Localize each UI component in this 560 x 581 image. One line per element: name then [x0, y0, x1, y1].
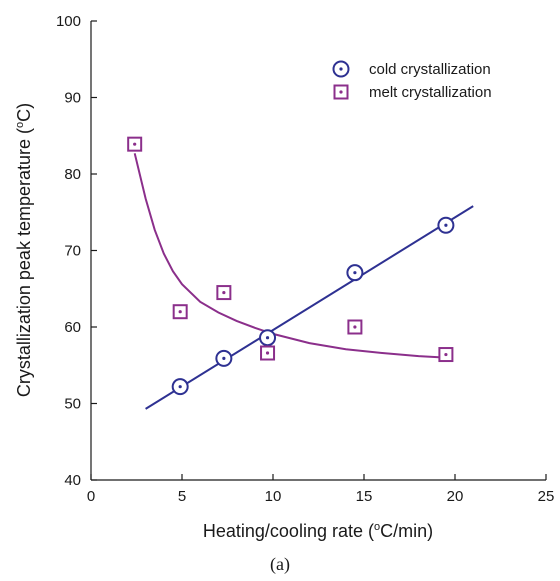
point-center-dot [222, 290, 226, 295]
point-center-dot [178, 385, 182, 389]
y-tick-label: 100 [56, 13, 81, 30]
fit-line-series-0 [145, 205, 474, 410]
legend-item-melt-crystallization: melt crystallization [333, 84, 492, 101]
legend-marker-circle-icon [332, 60, 350, 78]
x-tick-label: 20 [447, 488, 464, 505]
y-axis-title: Crystallization peak temperature (oC) [14, 103, 34, 397]
point-center-dot [222, 356, 226, 360]
x-tick-label: 15 [356, 488, 373, 505]
y-tick-label: 70 [64, 243, 81, 260]
point-center-dot [444, 223, 448, 227]
y-ticks: 40 50 60 70 80 90 100 [56, 13, 97, 489]
legend-label-melt-crystallization: melt crystallization [369, 84, 492, 101]
figure-caption: (a) [270, 554, 290, 575]
x-tick-label: 5 [178, 488, 186, 505]
x-tick-label: 0 [87, 488, 95, 505]
legend-marker-square-icon [333, 84, 349, 100]
point-center-dot [444, 352, 448, 357]
legend-marker-dot-icon [339, 67, 343, 71]
fit-curves [133, 153, 474, 410]
point-center-dot [353, 271, 357, 275]
point-center-dot [178, 310, 182, 314]
point-center-dot [265, 351, 270, 355]
legend-label-cold-crystallization: cold crystallization [369, 61, 491, 78]
y-tick-label: 90 [64, 90, 81, 107]
y-tick-label: 80 [64, 166, 81, 183]
fit-line-series-1 [133, 153, 446, 359]
y-tick-label: 40 [64, 472, 81, 489]
legend-marker-dot-icon [339, 90, 343, 94]
x-tick-label: 25 [538, 488, 555, 505]
legend: cold crystallization melt crystallizatio… [332, 60, 492, 101]
y-tick-label: 60 [64, 319, 81, 336]
data-markers [127, 136, 455, 396]
x-tick-label: 10 [265, 488, 282, 505]
point-center-dot [133, 142, 137, 146]
plot-area: 0 5 10 15 20 25 40 50 60 70 80 90 100 [56, 13, 554, 505]
point-center-dot [265, 336, 270, 340]
point-center-dot [353, 325, 357, 329]
x-axis-title: Heating/cooling rate (oC/min) [203, 521, 433, 541]
y-tick-label: 50 [64, 396, 81, 413]
legend-item-cold-crystallization: cold crystallization [332, 60, 491, 78]
x-ticks: 0 5 10 15 20 25 [87, 474, 555, 505]
